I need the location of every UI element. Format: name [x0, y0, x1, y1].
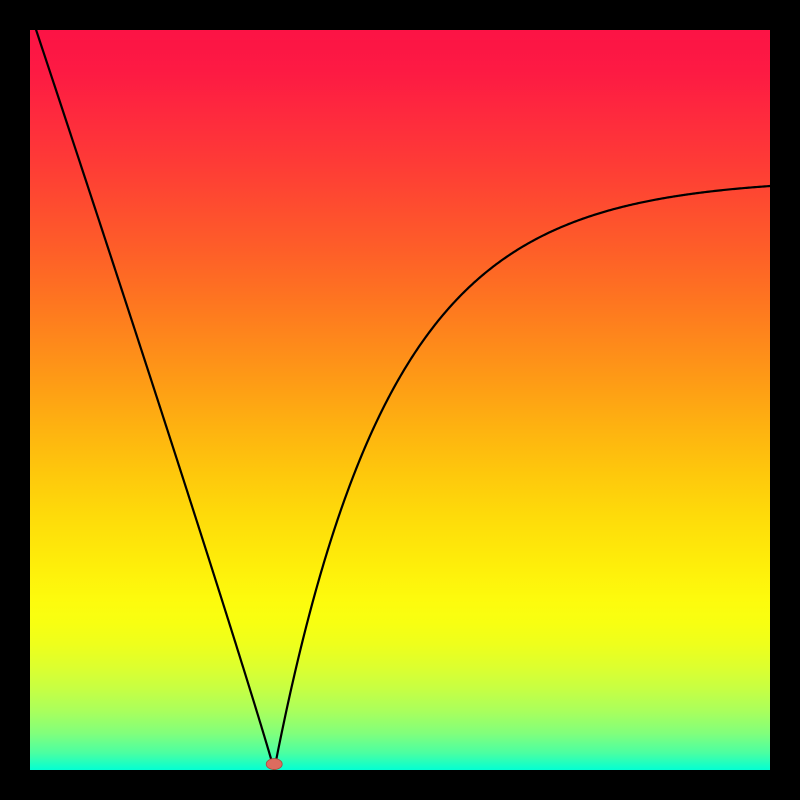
chart-frame: { "watermark": { "text": "TheBottleneck.…	[0, 0, 800, 800]
bottleneck-chart	[0, 0, 800, 800]
optimal-point-marker	[266, 759, 282, 770]
plot-background	[30, 30, 770, 770]
watermark-text: TheBottleneck.com	[594, 6, 786, 32]
